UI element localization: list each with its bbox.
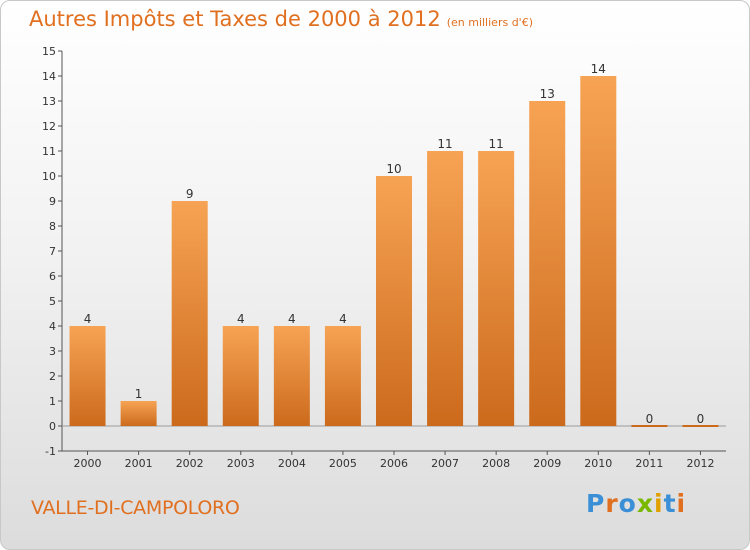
y-tick-label: 14 [42, 70, 56, 83]
brand-letter: i [654, 489, 664, 518]
y-tick-label: 1 [49, 395, 56, 408]
data-label: 0 [646, 412, 654, 426]
bar [580, 76, 617, 426]
bar [427, 151, 464, 426]
bar [529, 101, 566, 426]
x-tick-label: 2005 [329, 457, 357, 470]
data-label: 4 [339, 312, 347, 326]
data-label: 0 [697, 412, 705, 426]
x-tick-label: 2010 [584, 457, 612, 470]
chart-title-text: Autres Impôts et Taxes de 2000 à 2012 [29, 7, 441, 31]
y-tick-label: 15 [42, 45, 56, 58]
y-tick-label: 12 [42, 120, 56, 133]
y-tick-label: 6 [49, 270, 56, 283]
bar [324, 326, 361, 426]
x-tick-label: 2002 [176, 457, 204, 470]
brand-letter: x [636, 489, 654, 518]
y-tick-label: 2 [49, 370, 56, 383]
bar [478, 151, 515, 426]
data-label: 11 [437, 137, 452, 151]
y-tick-label: 3 [49, 345, 56, 358]
data-label: 14 [591, 62, 606, 76]
y-tick-label: 5 [49, 295, 56, 308]
y-tick-label: 11 [42, 145, 56, 158]
x-tick-label: 2007 [431, 457, 459, 470]
data-label: 1 [135, 387, 143, 401]
data-label: 4 [288, 312, 296, 326]
x-tick-label: 2008 [482, 457, 510, 470]
y-tick-label: 4 [49, 320, 56, 333]
proxiti-logo: Proxiti [586, 489, 686, 518]
brand-letter: P [586, 489, 606, 518]
bar [222, 326, 259, 426]
brand-letter: r [605, 489, 619, 518]
y-tick-label: 10 [42, 170, 56, 183]
data-label: 11 [489, 137, 504, 151]
data-label: 4 [237, 312, 245, 326]
bar [376, 176, 412, 426]
bar [69, 326, 106, 426]
x-tick-label: 2001 [125, 457, 153, 470]
chart-title: Autres Impôts et Taxes de 2000 à 2012 (en… [29, 7, 533, 31]
x-tick-label: 2006 [380, 457, 408, 470]
y-tick-label: -1 [45, 445, 56, 458]
x-tick-label: 2004 [278, 457, 306, 470]
y-tick-label: 13 [42, 95, 56, 108]
brand-letter: o [618, 489, 637, 518]
y-tick-label: 8 [49, 220, 56, 233]
y-tick-label: 0 [49, 420, 56, 433]
bar [171, 201, 208, 426]
data-label: 13 [540, 87, 555, 101]
y-tick-label: 7 [49, 245, 56, 258]
commune-name: VALLE-DI-CAMPOLORO [31, 497, 240, 519]
brand-letter: t [663, 489, 677, 518]
data-label: 4 [84, 312, 92, 326]
bar [273, 326, 310, 426]
x-tick-label: 2000 [74, 457, 102, 470]
x-tick-label: 2009 [533, 457, 561, 470]
y-tick-label: 9 [49, 195, 56, 208]
data-label: 9 [186, 187, 194, 201]
brand-letter: i [676, 489, 687, 518]
bar [631, 425, 668, 427]
x-tick-label: 2003 [227, 457, 255, 470]
bar [682, 425, 719, 427]
chart-unit: (en milliers d'€) [446, 16, 533, 29]
x-tick-label: 2011 [635, 457, 663, 470]
x-tick-label: 2012 [686, 457, 714, 470]
data-label: 10 [386, 162, 401, 176]
bar [120, 401, 157, 426]
